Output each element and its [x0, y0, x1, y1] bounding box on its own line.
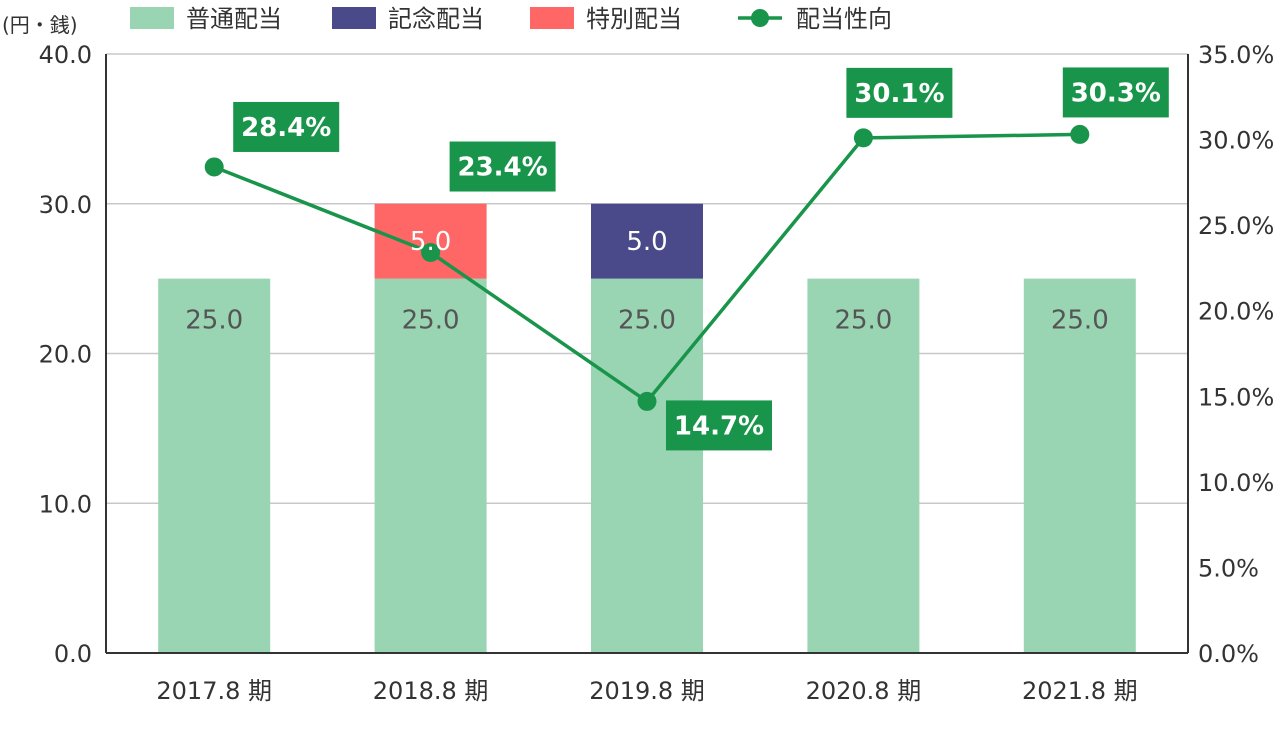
- data-labels: 25.0 25.0 5.0 25.0 5.0 25.0 25.0 28.4% 23.4% 14.7…: [185, 67, 1169, 451]
- bar-value-label: 25.0: [618, 306, 676, 336]
- legend-label: 特別配当: [586, 5, 682, 33]
- x-tick-label: 2021.8 期: [1022, 677, 1138, 705]
- y-right-tick-label: 20.0%: [1198, 298, 1274, 326]
- ratio-value-label: 14.7%: [674, 411, 764, 441]
- x-tick-label: 2017.8 期: [156, 677, 272, 705]
- y-right-tick-label: 0.0%: [1198, 640, 1259, 668]
- ratio-label-box: [666, 400, 772, 451]
- y-right-tick-label: 5.0%: [1198, 554, 1259, 582]
- ratio-value-label: 23.4%: [457, 153, 547, 183]
- bar-segment: [1023, 278, 1136, 653]
- legend-marker: [751, 9, 769, 27]
- bar-value-label: 25.0: [402, 306, 460, 336]
- x-tick-label: 2018.8 期: [373, 677, 489, 705]
- bar-value-label: 5.0: [626, 227, 667, 257]
- legend: 普通配当 記念配当 特別配当 配当性向: [130, 5, 892, 33]
- legend-label: 配当性向: [796, 5, 892, 33]
- y-right-tick-label: 15.0%: [1198, 383, 1274, 411]
- y-left-tick-label: 30.0: [39, 191, 92, 219]
- ratio-label-box: [233, 101, 340, 152]
- bar-segment: [374, 278, 487, 653]
- payout-ratio-point: [1070, 124, 1090, 144]
- y-right-tick-label: 25.0%: [1198, 212, 1274, 240]
- ratio-label-box: [449, 141, 556, 192]
- bar-segment: [374, 203, 487, 279]
- bar-segment: [807, 278, 920, 653]
- legend-swatch: [530, 7, 574, 29]
- legend-swatch: [130, 7, 174, 29]
- y-left-tick-label: 0.0: [54, 640, 92, 668]
- legend-label: 普通配当: [186, 5, 282, 33]
- bar-segment: [591, 278, 703, 653]
- bars: [158, 203, 1136, 653]
- bar-value-label: 5.0: [410, 227, 451, 257]
- legend-swatch: [332, 7, 376, 29]
- y-left-tick-label: 40.0: [39, 41, 92, 69]
- payout-ratio-point: [637, 391, 657, 411]
- ratio-label-box: [1062, 67, 1169, 118]
- ratio-label-box: [846, 67, 953, 118]
- axes: 0.0 10.0 20.0 30.0 40.0 0.0% 5.0% 10.0% 15.0% 20.…: [39, 41, 1275, 705]
- ratio-value-label: 30.3%: [1071, 78, 1161, 108]
- x-tick-label: 2020.8 期: [806, 677, 922, 705]
- payout-ratio-line: [204, 124, 1090, 411]
- y-right-tick-label: 10.0%: [1198, 469, 1274, 497]
- bar-segment: [591, 203, 703, 279]
- bar-value-label: 25.0: [1051, 306, 1109, 336]
- ratio-value-label: 30.1%: [854, 79, 944, 109]
- y-left-tick-label: 10.0: [39, 490, 92, 518]
- y-right-tick-label: 35.0%: [1198, 41, 1274, 69]
- payout-ratio-point: [204, 157, 224, 177]
- y-unit-label: (円・銭): [2, 13, 78, 37]
- y-right-tick-label: 30.0%: [1198, 127, 1274, 155]
- y-left-tick-label: 20.0: [39, 341, 92, 369]
- payout-ratio-point: [421, 243, 441, 263]
- ratio-value-label: 28.4%: [241, 113, 331, 143]
- bar-value-label: 25.0: [834, 306, 892, 336]
- x-tick-label: 2019.8 期: [589, 677, 705, 705]
- legend-label: 記念配当: [388, 5, 484, 33]
- bar-value-label: 25.0: [185, 306, 243, 336]
- bar-segment: [158, 278, 271, 653]
- payout-ratio-point: [853, 128, 873, 148]
